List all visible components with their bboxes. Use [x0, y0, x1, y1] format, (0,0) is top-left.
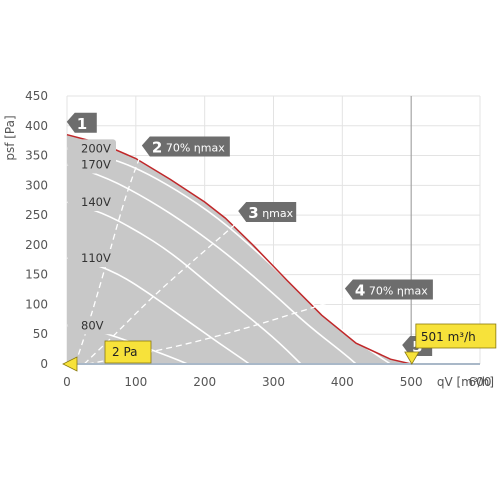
marker-box: [238, 202, 297, 223]
y-tick-label: 100: [25, 297, 48, 311]
operating-area-fill: [67, 134, 412, 364]
curve-label-tag: [67, 193, 116, 212]
y-tick-label: 200: [25, 238, 48, 252]
flow-note-box: [415, 323, 497, 349]
curve-label: 80V: [81, 318, 104, 332]
flow-note: 501 m³/h: [421, 330, 476, 344]
pressure-note: 2 Pa: [112, 345, 138, 359]
operating-point: 501 m³/h 2 Pa: [62, 323, 497, 372]
marker-number: 3: [248, 204, 258, 222]
curve-label: 140V: [81, 195, 111, 209]
y-tick-label: 150: [25, 268, 48, 282]
marker-box: [141, 136, 230, 157]
y-tick-label: 450: [25, 89, 48, 103]
y-tick-label: 300: [25, 178, 48, 192]
operating-point-marker: [404, 351, 420, 365]
pressure-marker: [62, 356, 78, 372]
axes: [67, 96, 480, 365]
marker-label: ηmax: [262, 207, 293, 220]
y-tick-label: 50: [33, 327, 48, 341]
curve-label-tag: [67, 155, 116, 174]
y-axis-label: psf [Pa]: [3, 115, 17, 160]
efficiency-curve: [83, 223, 237, 365]
y-tick-label: 400: [25, 119, 48, 133]
y-tick-label: 0: [40, 357, 48, 371]
marker-number: 1: [77, 115, 87, 133]
curve-label-tag: [67, 316, 116, 335]
marker-number: 2: [152, 139, 162, 157]
x-tick-label: 200: [193, 375, 216, 389]
curve-label-tag: [67, 248, 116, 267]
x-tick-label: 400: [331, 375, 354, 389]
marker-box: [344, 279, 433, 300]
x-axis-label: qV [m³/h]: [437, 375, 494, 389]
x-tick-label: 500: [400, 375, 423, 389]
x-tick-label: 300: [262, 375, 285, 389]
curve-labels: 200V 170V 140V 110V 80V: [67, 139, 116, 335]
marker-label: 70% ηmax: [166, 142, 225, 155]
marker-box: [66, 112, 97, 133]
y-tick-label: 350: [25, 149, 48, 163]
x-tick-label: 600: [469, 375, 492, 389]
marker-label: 70% ηmax: [369, 284, 428, 297]
operating-area: [67, 134, 412, 364]
curve-label: 170V: [81, 157, 111, 171]
marker-number: 4: [355, 281, 365, 299]
x-tick-label: 100: [124, 375, 147, 389]
pressure-note-box: [104, 340, 152, 364]
curve-label: 200V: [81, 141, 111, 155]
curve-label-tag: [67, 139, 116, 158]
x-tick-label: 0: [63, 375, 71, 389]
voltage-curve: [66, 163, 357, 365]
max-curve: [66, 133, 412, 365]
y-tick-label: 250: [25, 208, 48, 222]
curve-label: 110V: [81, 251, 111, 265]
